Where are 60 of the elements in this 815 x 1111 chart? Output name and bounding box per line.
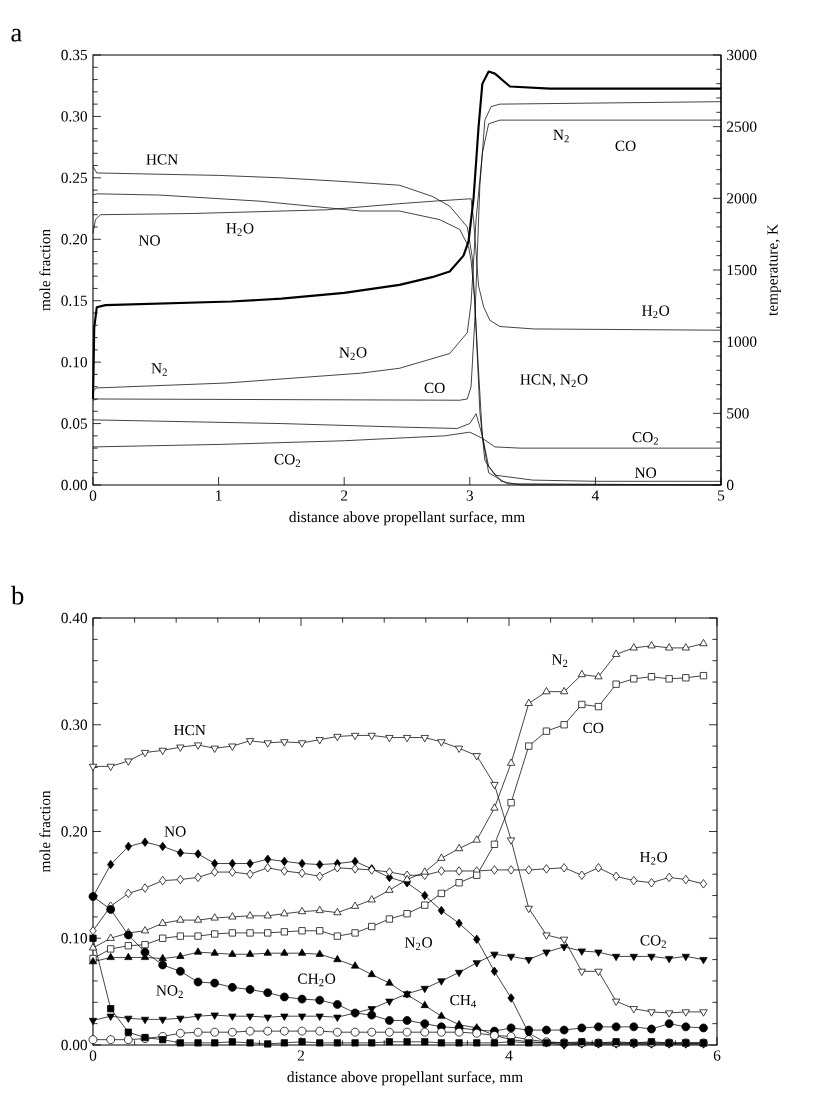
x-axis-title: distance above propellant surface, mm [287, 1071, 523, 1086]
annotation: N$_{2}$ [151, 363, 167, 376]
y-tick-label: 0.35 [61, 49, 88, 61]
chart-title: b [11, 585, 24, 605]
annotation: CO [615, 140, 636, 152]
y2-tick-label: 1000 [727, 336, 757, 347]
annotation: H$_{2}$O [639, 851, 668, 865]
x-tick-label: 6 [713, 1050, 721, 1061]
annotation: CO$_{2}$ [274, 454, 301, 467]
y-tick-label: 0.00 [61, 1039, 88, 1051]
y2-tick-label: 3000 [727, 49, 757, 61]
x-tick-label: 0 [89, 1050, 97, 1061]
chart-title: a [11, 28, 22, 42]
y-axis-title: mole fraction [39, 790, 51, 873]
annotation: HCN [146, 154, 178, 165]
x-tick-label: 1 [216, 490, 222, 501]
y-tick-label: 0.05 [61, 418, 88, 429]
annotation: CO [583, 722, 604, 734]
y2-tick-label: 2500 [727, 121, 757, 132]
y-tick-label: 0.30 [61, 719, 88, 730]
y2-tick-label: 2000 [727, 193, 757, 204]
annotation: CO$_{2}$ [632, 432, 659, 445]
annotation: N$_{2}$ [551, 654, 568, 667]
annotation: HCN [173, 724, 206, 736]
x-tick-label: 3 [466, 490, 474, 501]
y-tick-label: 0.40 [61, 612, 88, 624]
annotation: HCN, N$_{2}$O [520, 374, 588, 387]
y-tick-label: 0.20 [61, 826, 88, 837]
x-tick-label: 2 [297, 1050, 304, 1061]
y-tick-label: 0.00 [61, 479, 88, 491]
annotation: NO$_{2}$ [156, 985, 183, 998]
x-tick-label: 5 [718, 490, 725, 501]
y2-axis-title: temperature, K [767, 224, 781, 316]
y2-tick-label: 500 [727, 408, 749, 419]
annotation: NO [635, 467, 657, 478]
annotation: H$_{2}$O [226, 223, 254, 236]
annotation: H$_{2}$O [642, 305, 670, 319]
annotation: CH$_{4}$ [450, 994, 477, 1008]
annotation: N$_{2}$O [404, 937, 432, 950]
y2-tick-label: 1500 [727, 264, 757, 276]
annotation: NO [138, 235, 160, 246]
x-tick-label: 0 [89, 490, 97, 501]
annotation: N$_{2}$ [553, 129, 569, 143]
annotation: N$_{2}$O [339, 347, 367, 360]
y-axis-title: mole fraction [39, 229, 51, 311]
annotation: CO [424, 382, 445, 394]
y2-tick-label: 0 [726, 479, 734, 491]
annotation: CO$_{2}$ [640, 935, 666, 948]
y-tick-label: 0.10 [61, 933, 88, 944]
annotation: NO [164, 826, 186, 837]
x-axis-title: distance above propellant surface, mm [289, 511, 525, 526]
y-tick-label: 0.20 [61, 234, 88, 245]
x-tick-label: 4 [591, 490, 599, 501]
y-tick-label: 0.25 [61, 172, 88, 184]
x-tick-label: 4 [505, 1050, 513, 1061]
y-tick-label: 0.15 [61, 295, 88, 306]
x-tick-label: 2 [341, 490, 348, 501]
annotation: CH$_{2}$O [298, 973, 336, 987]
y-tick-label: 0.10 [61, 356, 88, 368]
y-tick-label: 0.30 [61, 111, 88, 122]
